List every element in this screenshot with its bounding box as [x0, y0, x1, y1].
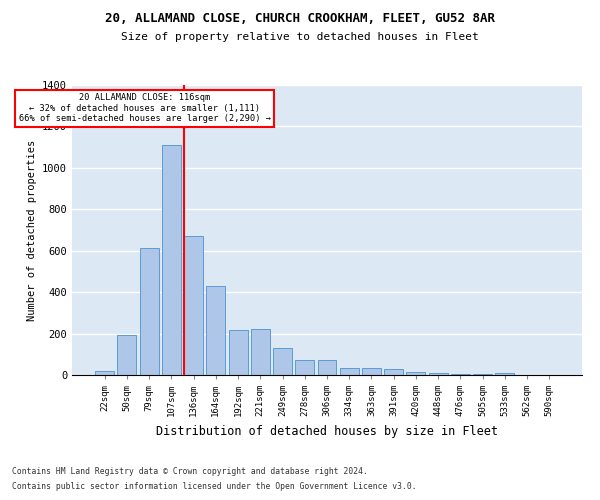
- Bar: [273, 348, 292, 375]
- Bar: [473, 374, 492, 375]
- Bar: [496, 372, 514, 375]
- Bar: [384, 369, 403, 375]
- Bar: [317, 360, 337, 375]
- Bar: [206, 286, 225, 375]
- X-axis label: Distribution of detached houses by size in Fleet: Distribution of detached houses by size …: [156, 424, 498, 438]
- Bar: [162, 145, 181, 375]
- Bar: [251, 330, 270, 375]
- Bar: [451, 374, 470, 375]
- Bar: [184, 236, 203, 375]
- Bar: [229, 330, 248, 375]
- Text: Contains public sector information licensed under the Open Government Licence v3: Contains public sector information licen…: [12, 482, 416, 491]
- Bar: [118, 334, 136, 375]
- Text: Size of property relative to detached houses in Fleet: Size of property relative to detached ho…: [121, 32, 479, 42]
- Bar: [429, 372, 448, 375]
- Bar: [340, 368, 359, 375]
- Text: Contains HM Land Registry data © Crown copyright and database right 2024.: Contains HM Land Registry data © Crown c…: [12, 467, 368, 476]
- Y-axis label: Number of detached properties: Number of detached properties: [26, 140, 37, 320]
- Text: 20, ALLAMAND CLOSE, CHURCH CROOKHAM, FLEET, GU52 8AR: 20, ALLAMAND CLOSE, CHURCH CROOKHAM, FLE…: [105, 12, 495, 26]
- Bar: [295, 360, 314, 375]
- Bar: [95, 372, 114, 375]
- Bar: [362, 368, 381, 375]
- Text: 20 ALLAMAND CLOSE: 116sqm
← 32% of detached houses are smaller (1,111)
66% of se: 20 ALLAMAND CLOSE: 116sqm ← 32% of detac…: [19, 94, 271, 123]
- Bar: [406, 372, 425, 375]
- Bar: [140, 248, 158, 375]
